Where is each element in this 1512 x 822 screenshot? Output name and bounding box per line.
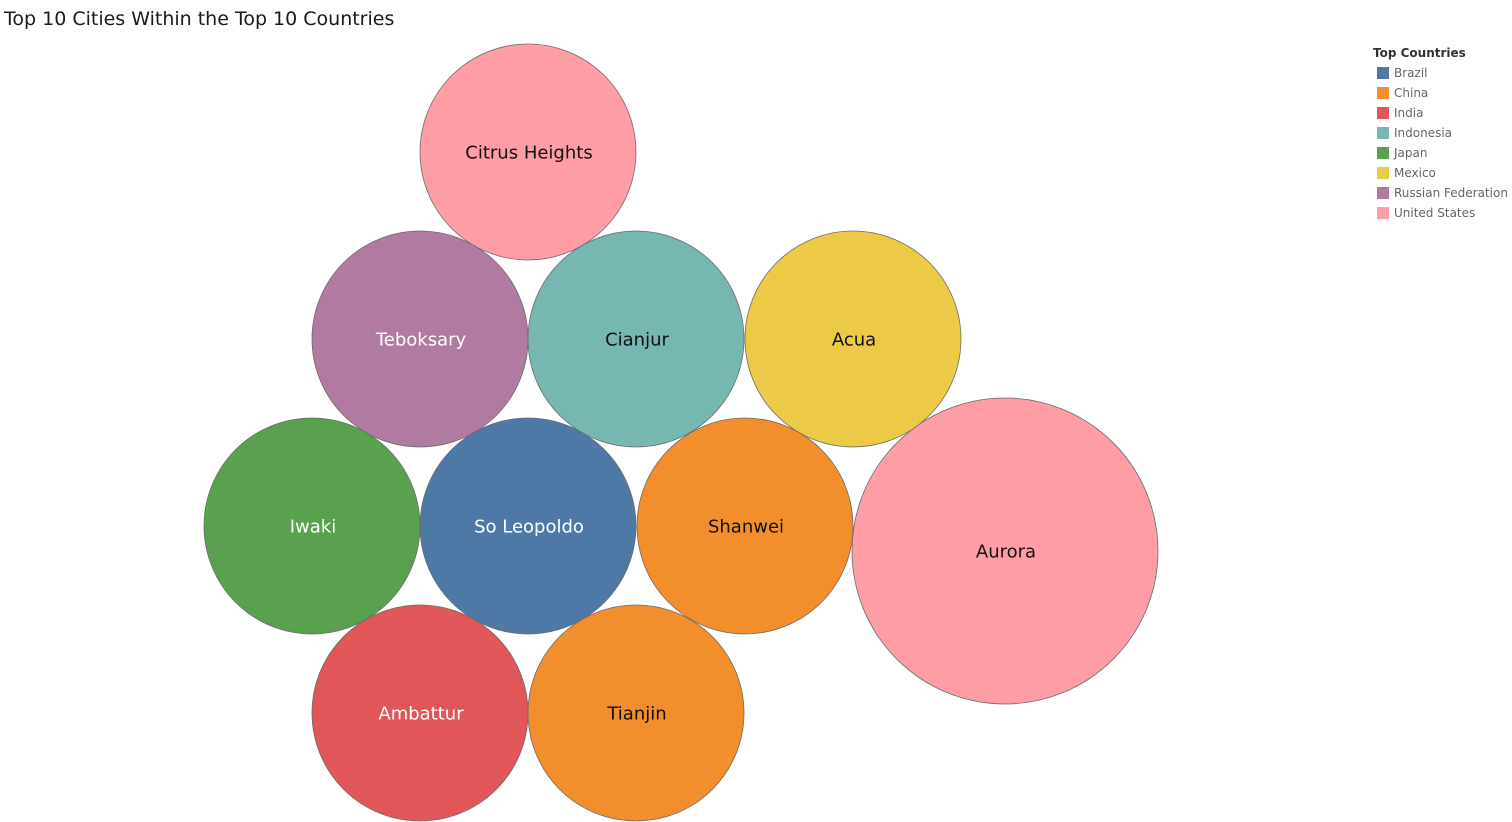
bubble[interactable]: Aurora — [851, 397, 1159, 705]
chart-title: Top 10 Cities Within the Top 10 Countrie… — [4, 8, 395, 30]
legend-item[interactable]: Japan — [1373, 143, 1509, 163]
bubble-label: Iwaki — [290, 517, 337, 538]
bubble-circle[interactable] — [636, 417, 854, 635]
legend-item[interactable]: Mexico — [1373, 163, 1509, 183]
legend-swatch — [1377, 207, 1389, 219]
bubble-circle[interactable] — [851, 397, 1159, 705]
legend-item[interactable]: Russian Federation — [1373, 183, 1509, 203]
bubble-label: Citrus Heights — [465, 143, 592, 164]
legend-label: Japan — [1394, 146, 1428, 160]
bubble-circle[interactable] — [744, 230, 962, 448]
bubble-label: Cianjur — [605, 330, 669, 351]
legend-item[interactable]: China — [1373, 83, 1509, 103]
bubble[interactable]: Iwaki — [203, 417, 421, 635]
legend-items: Brazil China India Indonesia Japan Mexico Russ… — [1373, 63, 1509, 223]
legend-swatch — [1377, 107, 1389, 119]
legend-item[interactable]: India — [1373, 103, 1509, 123]
legend-item[interactable]: Indonesia — [1373, 123, 1509, 143]
legend-item[interactable]: United States — [1373, 203, 1509, 223]
legend-swatch — [1377, 127, 1389, 139]
legend-swatch — [1377, 167, 1389, 179]
bubble-label: Ambattur — [378, 704, 464, 725]
legend-label: Brazil — [1394, 66, 1428, 80]
bubble-label: Teboksary — [375, 330, 467, 351]
legend-swatch — [1377, 67, 1389, 79]
bubble-circle[interactable] — [527, 604, 745, 822]
legend-swatch — [1377, 87, 1389, 99]
bubble-label: So Leopoldo — [474, 517, 584, 538]
bubble-label: Shanwei — [708, 517, 784, 538]
bubble[interactable]: Cianjur — [527, 230, 745, 448]
bubble-chart: Aurora Citrus Heights Teboksary Cianjur Acua… — [203, 43, 1159, 822]
bubble-label: Aurora — [976, 542, 1036, 563]
legend-title: Top Countries — [1373, 46, 1466, 60]
bubble-circle[interactable] — [527, 230, 745, 448]
bubble-label: Acua — [832, 330, 876, 351]
bubble[interactable]: Teboksary — [311, 230, 529, 448]
legend-item[interactable]: Brazil — [1373, 63, 1509, 83]
bubble[interactable]: Shanwei — [636, 417, 854, 635]
legend-swatch — [1377, 147, 1389, 159]
legend-label: China — [1394, 86, 1429, 100]
legend-swatch — [1377, 187, 1389, 199]
bubble-circle[interactable] — [419, 417, 637, 635]
bubble-label: Tianjin — [606, 704, 666, 725]
legend: Top Countries Brazil China India Indonesia J… — [1373, 46, 1509, 223]
bubble[interactable]: Citrus Heights — [419, 43, 637, 261]
bubble[interactable]: Acua — [744, 230, 962, 448]
bubble[interactable]: So Leopoldo — [419, 417, 637, 635]
bubble[interactable]: Tianjin — [527, 604, 745, 822]
legend-label: Indonesia — [1394, 126, 1453, 140]
legend-label: Mexico — [1394, 166, 1436, 180]
legend-label: Russian Federation — [1394, 186, 1508, 200]
bubble-circle[interactable] — [419, 43, 637, 261]
bubble[interactable]: Ambattur — [311, 604, 529, 822]
legend-label: United States — [1394, 206, 1476, 220]
legend-label: India — [1394, 106, 1424, 120]
